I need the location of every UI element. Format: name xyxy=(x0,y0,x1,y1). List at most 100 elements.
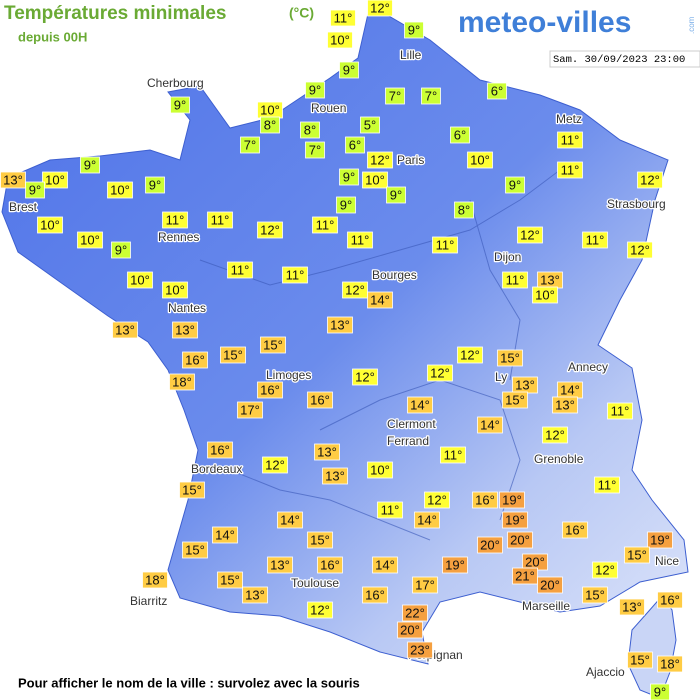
temperature-value: 11° xyxy=(586,232,605,247)
badge-background xyxy=(650,683,670,700)
temperature-value: 20° xyxy=(480,537,500,552)
temperature-badge: 12° xyxy=(427,364,453,382)
badge-background xyxy=(472,491,498,509)
badge-background xyxy=(454,201,474,219)
temperature-badge: 20° xyxy=(477,536,503,554)
badge-background xyxy=(532,286,558,304)
temperature-badge: 9° xyxy=(339,61,359,79)
city-name: Rennes xyxy=(158,230,199,244)
temperature-value: 19° xyxy=(505,512,525,527)
temperature-value: 13° xyxy=(270,557,290,572)
temperature-value: 12° xyxy=(370,0,390,15)
temperature-badge: 12° xyxy=(307,601,333,619)
badge-background xyxy=(112,321,138,339)
badge-background xyxy=(242,586,268,604)
badge-background xyxy=(262,456,288,474)
temperature-value: 11° xyxy=(598,477,617,492)
temperature-value: 14° xyxy=(560,382,580,397)
temperature-badge: 13° xyxy=(619,598,645,616)
city-name: Bordeaux xyxy=(191,462,242,476)
badge-background xyxy=(397,621,423,639)
temperature-value: 7° xyxy=(425,88,437,103)
logo[interactable]: meteo-villes xyxy=(458,6,631,39)
temperature-value: 16° xyxy=(660,592,680,607)
city-name: Brest xyxy=(9,200,38,214)
badge-background xyxy=(260,336,286,354)
badge-background xyxy=(627,241,653,259)
temperature-badge: 8° xyxy=(454,201,474,219)
temperature-badge: 12° xyxy=(542,426,568,444)
badge-background xyxy=(477,536,503,554)
temperature-value: 14° xyxy=(410,397,430,412)
temperature-value: 9° xyxy=(29,182,41,197)
temperature-value: 10° xyxy=(370,462,390,477)
temperature-value: 12° xyxy=(345,282,365,297)
badge-background xyxy=(127,271,153,289)
temperature-badge: 14° xyxy=(414,511,440,529)
badge-background xyxy=(307,601,333,619)
temperature-value: 5° xyxy=(364,117,376,132)
temperature-value: 13° xyxy=(245,587,265,602)
badge-background xyxy=(336,196,356,214)
badge-background xyxy=(450,126,470,144)
temperature-badge: 15° xyxy=(627,651,653,669)
temperature-value: 10° xyxy=(40,217,60,232)
city-name: Dijon xyxy=(494,250,521,264)
temperature-value: 10° xyxy=(330,32,350,47)
temperature-value: 9° xyxy=(390,187,402,202)
temperature-value: 10° xyxy=(470,152,490,167)
badge-background xyxy=(442,556,468,574)
temperature-badge: 6° xyxy=(345,136,365,154)
temperature-badge: 11° xyxy=(312,216,338,234)
temperature-value: 16° xyxy=(185,352,205,367)
badge-background xyxy=(307,531,333,549)
temperature-badge: 16° xyxy=(182,351,208,369)
badge-background xyxy=(162,211,188,229)
temperature-badge: 9° xyxy=(80,156,100,174)
temperature-value: 14° xyxy=(480,417,500,432)
badge-background xyxy=(237,401,263,419)
temperature-value: 12° xyxy=(430,365,450,380)
badge-background xyxy=(362,171,388,189)
temperature-badge: 12° xyxy=(592,561,618,579)
temperature-badge: 11° xyxy=(594,476,620,494)
temperature-badge: 16° xyxy=(472,491,498,509)
temperature-badge: 11° xyxy=(347,231,373,249)
temperature-value: 15° xyxy=(310,532,330,547)
temperature-value: 12° xyxy=(460,347,480,362)
temperature-value: 19° xyxy=(445,557,465,572)
temperature-badge: 6° xyxy=(487,82,507,100)
temperature-badge: 16° xyxy=(657,591,683,609)
badge-background xyxy=(637,171,663,189)
temperature-badge: 11° xyxy=(377,501,403,519)
temperature-badge: 11° xyxy=(502,271,528,289)
temperature-value: 8° xyxy=(304,122,316,137)
temperature-value: 23° xyxy=(410,642,430,657)
temperature-value: 12° xyxy=(310,602,330,617)
temperature-badge: 10° xyxy=(532,286,558,304)
badge-background xyxy=(212,526,238,544)
temperature-value: 9° xyxy=(84,157,96,172)
temperature-badge: 20° xyxy=(397,621,423,639)
city-name: Annecy xyxy=(568,360,608,374)
city-name: Paris xyxy=(397,153,424,167)
badge-background xyxy=(322,467,348,485)
temperature-badge: 19° xyxy=(502,511,528,529)
temperature-value: 20° xyxy=(540,577,560,592)
badge-background xyxy=(412,576,438,594)
temperature-value: 15° xyxy=(220,572,240,587)
badge-background xyxy=(372,556,398,574)
temperature-badge: 13° xyxy=(552,396,578,414)
badge-background xyxy=(594,476,620,494)
badge-background xyxy=(619,598,645,616)
badge-background xyxy=(502,391,528,409)
city-name: Ferrand xyxy=(387,434,429,448)
temperature-badge: 15° xyxy=(217,571,243,589)
badge-background xyxy=(111,241,131,259)
temperature-value: 11° xyxy=(351,232,370,247)
temperature-badge: 9° xyxy=(650,683,670,700)
temperature-value: 12° xyxy=(520,227,540,242)
badge-background xyxy=(502,271,528,289)
temperature-value: 9° xyxy=(309,82,321,97)
badge-background xyxy=(402,604,428,622)
